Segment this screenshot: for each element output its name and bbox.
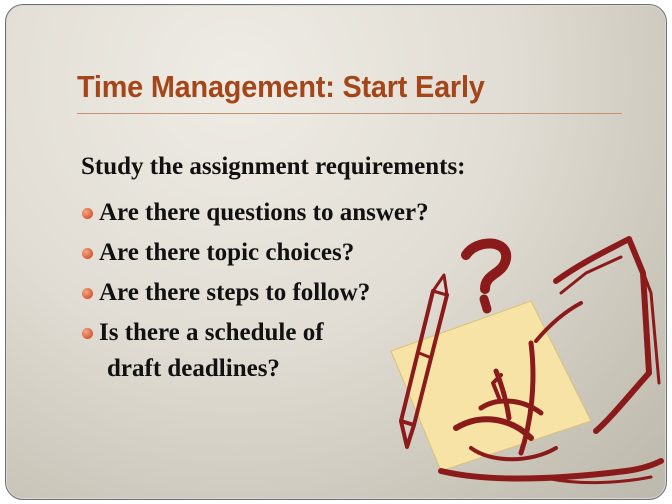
slide: Time Management: Start Early Study the a… xyxy=(5,4,667,500)
bullet-item: Are there questions to answer? xyxy=(79,193,429,233)
slide-title: Time Management: Start Early xyxy=(77,69,485,104)
bullet-text: Is there a schedule of xyxy=(99,319,324,346)
question-mark-notebook-pencil-icon xyxy=(390,236,664,485)
bullet-icon xyxy=(82,248,93,259)
bullet-continuation: draft deadlines? xyxy=(107,355,280,382)
bullet-icon xyxy=(82,328,93,339)
bullet-text: Are there questions to answer? xyxy=(99,199,429,226)
bullet-item: Is there a schedule of draft deadlines? xyxy=(79,313,429,385)
title-divider xyxy=(77,113,622,114)
bullet-text: Are there topic choices? xyxy=(99,239,355,266)
bullet-list: Are there questions to answer? Are there… xyxy=(79,193,429,385)
bullet-icon xyxy=(82,288,93,299)
bullet-item: Are there steps to follow? xyxy=(79,273,429,313)
intro-text: Study the assignment requirements: xyxy=(81,153,466,180)
bullet-text: Are there steps to follow? xyxy=(99,279,371,306)
bullet-icon xyxy=(82,208,93,219)
bullet-item: Are there topic choices? xyxy=(79,233,429,273)
